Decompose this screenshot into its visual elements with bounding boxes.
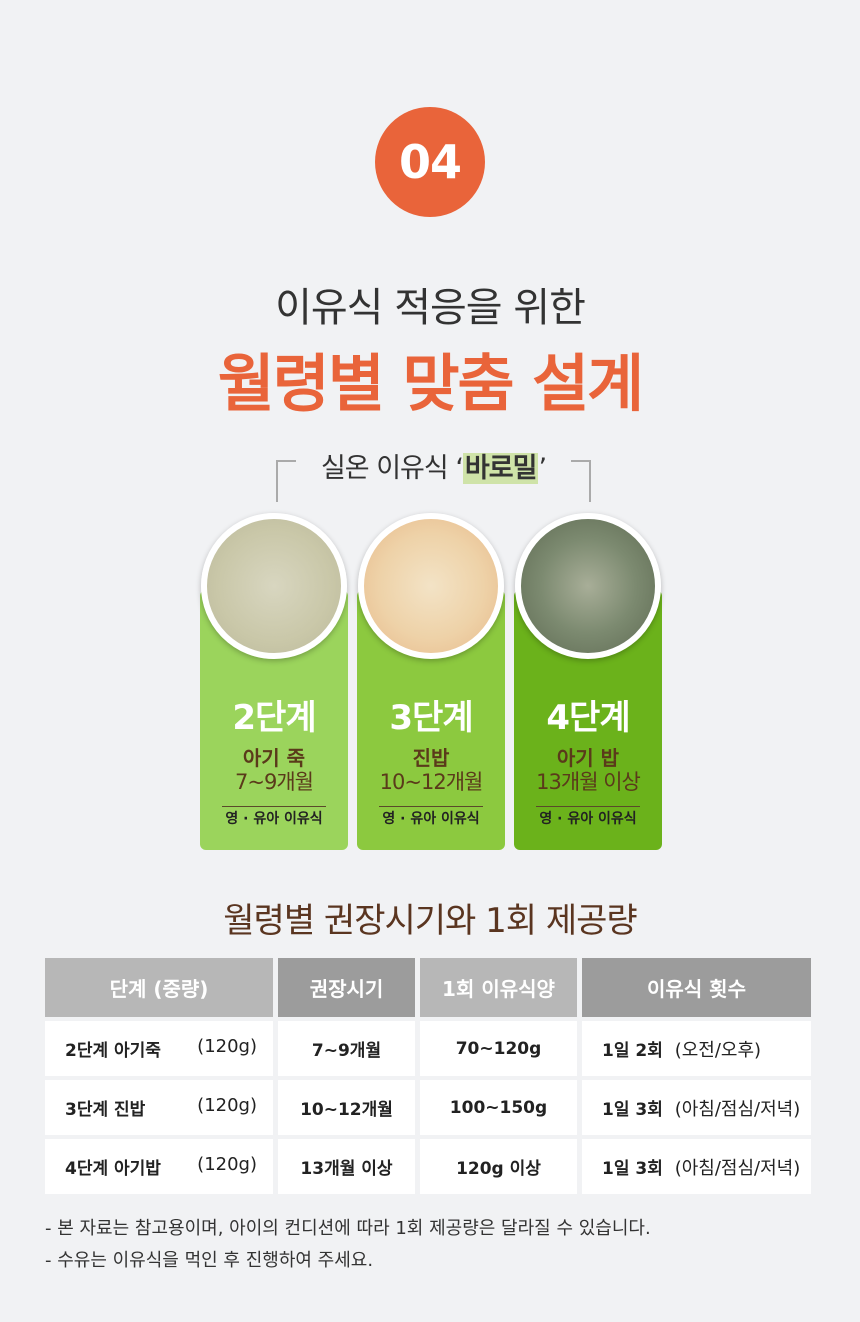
header-stage: 단계 (중량)	[45, 958, 273, 1017]
card-age: 7~9개월	[235, 770, 314, 794]
card-name: 아기 죽	[242, 746, 306, 770]
baby-rice-bowl-image	[515, 513, 661, 659]
table-row: 2단계 아기죽 (120g) 7~9개월 70~120g 1일 2회 (오전/오후…	[45, 1021, 811, 1076]
porridge-bowl-image	[201, 513, 347, 659]
cell-amount: 120g 이상	[420, 1139, 577, 1194]
note-2: - 수유는 이유식을 먹인 후 진행하여 주세요.	[45, 1250, 374, 1271]
title-line1: 이유식 적응을 위한	[275, 285, 586, 331]
cell-count: 1일 3회 (아침/점심/저녁)	[582, 1080, 811, 1135]
cell-stage: 2단계 아기죽 (120g)	[45, 1021, 273, 1076]
brand-suffix: ’	[538, 453, 547, 484]
card-sub: 영 · 유아 이유식	[382, 811, 480, 827]
cell-amount: 100~150g	[420, 1080, 577, 1135]
brand-label: 실온 이유식 ‘바로밀’	[296, 446, 571, 485]
card-stage: 2단계	[232, 698, 316, 738]
table-title: 월령별 권장시기와 1회 제공량	[223, 901, 637, 941]
brand-prefix: 실온 이유식 ‘	[320, 453, 464, 484]
brand-name: 바로밀	[462, 453, 539, 484]
header-count: 이유식 횟수	[582, 958, 811, 1017]
card-stage: 4단계	[546, 698, 630, 738]
table-row: 4단계 아기밥 (120g) 13개월 이상 120g 이상 1일 3회 (아침/…	[45, 1139, 811, 1194]
cell-stage: 3단계 진밥 (120g)	[45, 1080, 273, 1135]
card-stage: 3단계	[389, 698, 473, 738]
header-amount: 1회 이유식양	[420, 958, 577, 1017]
note-1: - 본 자료는 참고용이며, 아이의 컨디션에 따라 1회 제공량은 달라질 수…	[45, 1218, 651, 1239]
cell-period: 7~9개월	[278, 1021, 415, 1076]
cell-count: 1일 2회 (오전/오후)	[582, 1021, 811, 1076]
card-name: 진밥	[412, 746, 450, 770]
header-period: 권장시기	[278, 958, 415, 1017]
step-badge: 04	[375, 107, 485, 217]
card-age: 13개월 이상	[536, 770, 641, 794]
soft-rice-bowl-image	[358, 513, 504, 659]
cell-period: 13개월 이상	[278, 1139, 415, 1194]
card-name: 아기 밥	[556, 746, 620, 770]
cell-count: 1일 3회 (아침/점심/저녁)	[582, 1139, 811, 1194]
card-sub: 영 · 유아 이유식	[539, 811, 637, 827]
cell-period: 10~12개월	[278, 1080, 415, 1135]
cell-amount: 70~120g	[420, 1021, 577, 1076]
title-line2: 월령별 맞춤 설계	[217, 347, 644, 420]
table-row: 3단계 진밥 (120g) 10~12개월 100~150g 1일 3회 (아침/…	[45, 1080, 811, 1135]
feeding-table: 단계 (중량) 권장시기 1회 이유식양 이유식 횟수 2단계 아기죽 (120g…	[40, 954, 816, 1198]
card-sub: 영 · 유아 이유식	[225, 811, 323, 827]
card-age: 10~12개월	[379, 770, 484, 794]
cell-stage: 4단계 아기밥 (120g)	[45, 1139, 273, 1194]
